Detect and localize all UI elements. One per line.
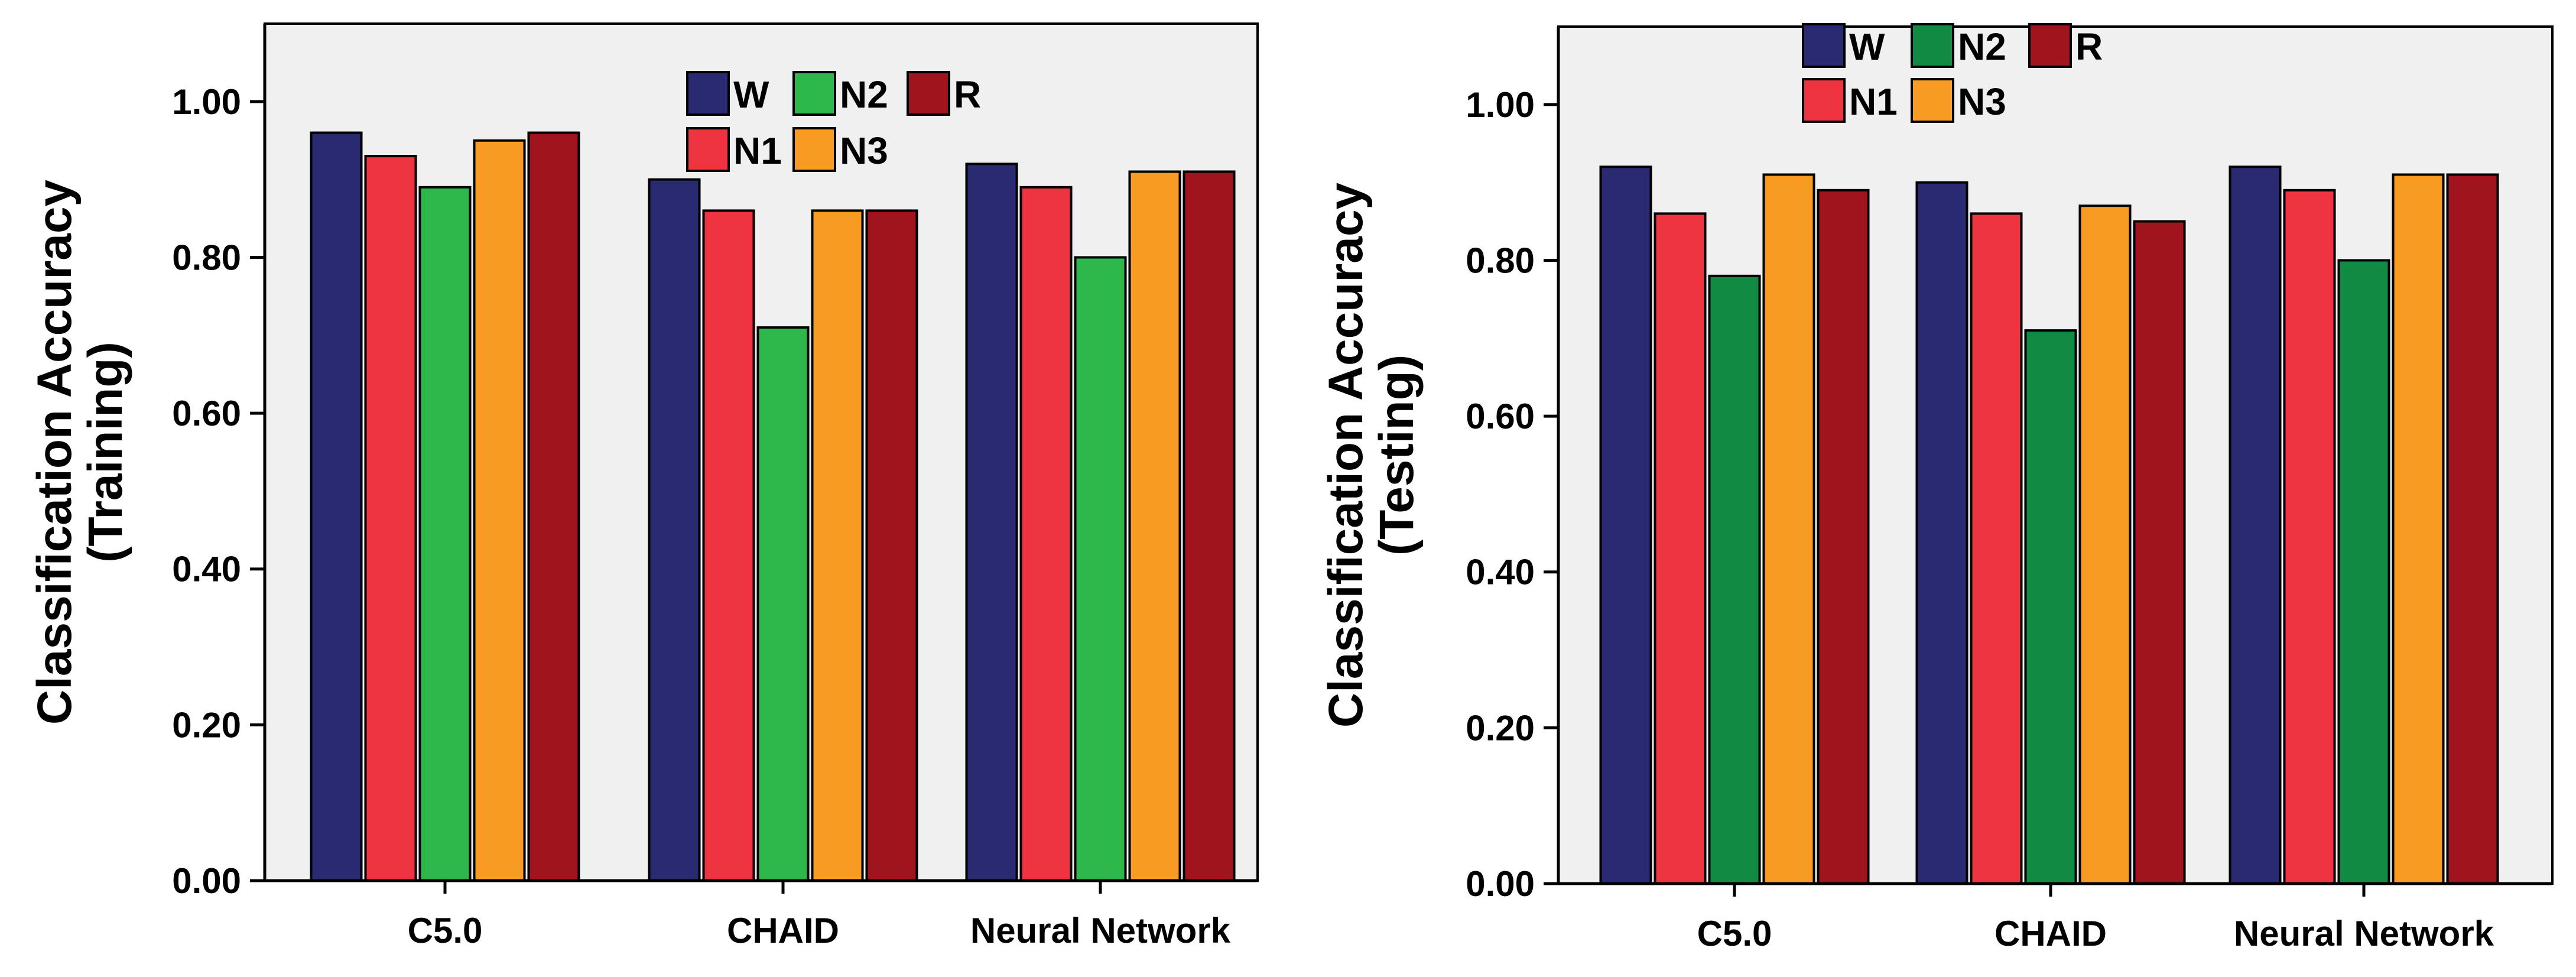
testing-x-tick-label: Neural Network	[2234, 914, 2494, 953]
testing-legend-label-w: W	[1849, 25, 1885, 68]
training-legend-swatch-r	[907, 71, 950, 116]
training-x-labels: C5.0 CHAID Neural Network	[408, 881, 1231, 950]
testing-y-tick-label: 0.60	[1466, 397, 1535, 436]
training-bar-n1-neural-network	[1019, 186, 1073, 882]
testing-y-tick-label: 0.20	[1466, 708, 1535, 748]
testing-legend-label-n2: N2	[1958, 25, 2006, 68]
training-legend-swatch-n1	[686, 127, 730, 172]
training-bars	[310, 131, 1236, 882]
testing-legend-swatch-n1	[1802, 78, 1846, 123]
testing-bar-r-c5-0	[1817, 189, 1870, 885]
training-y-axis-title-line2: (Training)	[79, 342, 132, 563]
testing-x-tick-label: C5.0	[1697, 914, 1772, 953]
testing-bars	[1599, 165, 2499, 885]
training-bar-w-chaid	[648, 178, 701, 882]
testing-x-labels: C5.0 CHAID Neural Network	[1697, 884, 2494, 953]
testing-legend-label-r: R	[2075, 25, 2103, 68]
training-chart: 0.00 0.20 0.40 0.60 0.80 1.00 C5.0 CHAID Neural…	[28, 22, 1259, 950]
training-legend-swatch-w	[686, 71, 730, 116]
testing-bar-n3-chaid	[2078, 205, 2132, 885]
training-y-tick-label: 1.00	[172, 82, 241, 122]
training-x-tick-label: Neural Network	[970, 911, 1231, 950]
testing-y-tick-label: 1.00	[1466, 85, 1535, 125]
testing-bar-w-neural-network	[2229, 165, 2282, 885]
testing-legend: W N2 R N1 N3	[1802, 23, 2103, 123]
training-bar-r-neural-network	[1183, 170, 1236, 882]
training-y-tick-label: 0.40	[172, 550, 241, 589]
training-legend-swatch-n3	[792, 127, 836, 172]
testing-legend-swatch-r	[2028, 23, 2072, 68]
testing-bar-n1-chaid	[1970, 212, 2023, 885]
testing-y-tick-label: 0.00	[1466, 864, 1535, 904]
training-bar-n3-chaid	[811, 209, 864, 882]
training-bar-n2-c5-0	[418, 186, 472, 882]
training-y-tick-label: 0.80	[172, 238, 241, 277]
testing-bar-n1-neural-network	[2283, 189, 2336, 885]
training-legend-label-n2: N2	[840, 73, 888, 116]
testing-bar-n3-c5-0	[1762, 173, 1815, 885]
training-y-axis-title: Classification Accuracy (Training)	[28, 180, 132, 725]
training-bar-r-c5-0	[527, 131, 580, 882]
testing-y-tick-label: 0.40	[1466, 553, 1535, 592]
testing-legend-swatch-n2	[1911, 23, 1954, 68]
training-y-tick-label: 0.00	[172, 861, 241, 901]
training-bar-w-c5-0	[310, 131, 363, 882]
training-y-tick-label: 0.60	[172, 394, 241, 433]
testing-y-axis-title-line1: Classification Accuracy	[1319, 183, 1373, 728]
testing-bar-n1-c5-0	[1654, 212, 1707, 885]
testing-legend-swatch-n3	[1911, 78, 1954, 123]
training-bar-n1-chaid	[702, 209, 755, 882]
testing-y-tick-label: 0.80	[1466, 241, 1535, 280]
testing-legend-label-n3: N3	[1958, 80, 2006, 123]
testing-x-tick-label: CHAID	[1994, 914, 2107, 953]
training-bar-n1-c5-0	[364, 155, 417, 882]
training-y-ticks: 0.00 0.20 0.40 0.60 0.80 1.00	[172, 82, 265, 901]
testing-bar-w-c5-0	[1599, 165, 1652, 885]
training-bar-n2-chaid	[756, 326, 810, 882]
training-y-axis-title-line1: Classification Accuracy	[28, 180, 82, 725]
testing-bar-w-chaid	[1915, 181, 1968, 885]
training-bar-r-chaid	[865, 209, 918, 882]
testing-legend-label-n1: N1	[1849, 80, 1898, 123]
training-bar-w-neural-network	[965, 163, 1018, 882]
testing-bar-n2-neural-network	[2337, 259, 2390, 885]
testing-y-axis-title-line2: (Testing)	[1370, 355, 1424, 556]
testing-chart: 0.00 0.20 0.40 0.60 0.80 1.00 C5.0 CHAID Neural…	[1319, 23, 2554, 953]
training-bar-n3-neural-network	[1128, 170, 1181, 882]
testing-bar-r-neural-network	[2446, 173, 2499, 885]
training-bar-n3-c5-0	[473, 139, 526, 882]
testing-y-ticks: 0.00 0.20 0.40 0.60 0.80 1.00	[1466, 85, 1558, 904]
training-x-tick-label: CHAID	[727, 911, 839, 950]
testing-y-axis-title: Classification Accuracy (Testing)	[1319, 183, 1424, 728]
training-legend-label-w: W	[733, 73, 769, 116]
training-x-tick-label: C5.0	[408, 911, 483, 950]
testing-bar-n3-neural-network	[2392, 173, 2445, 885]
training-bar-n2-neural-network	[1074, 256, 1127, 882]
training-y-tick-label: 0.20	[172, 705, 241, 745]
testing-bar-r-chaid	[2133, 220, 2186, 885]
testing-bar-n2-chaid	[2024, 329, 2077, 885]
training-legend: W N2 R N1 N3	[686, 71, 981, 172]
testing-bar-n2-c5-0	[1708, 274, 1761, 885]
training-legend-swatch-n2	[792, 71, 836, 116]
training-legend-label-r: R	[954, 73, 981, 116]
training-legend-label-n3: N3	[840, 129, 888, 172]
training-legend-label-n1: N1	[733, 129, 782, 172]
testing-legend-swatch-w	[1802, 23, 1846, 68]
